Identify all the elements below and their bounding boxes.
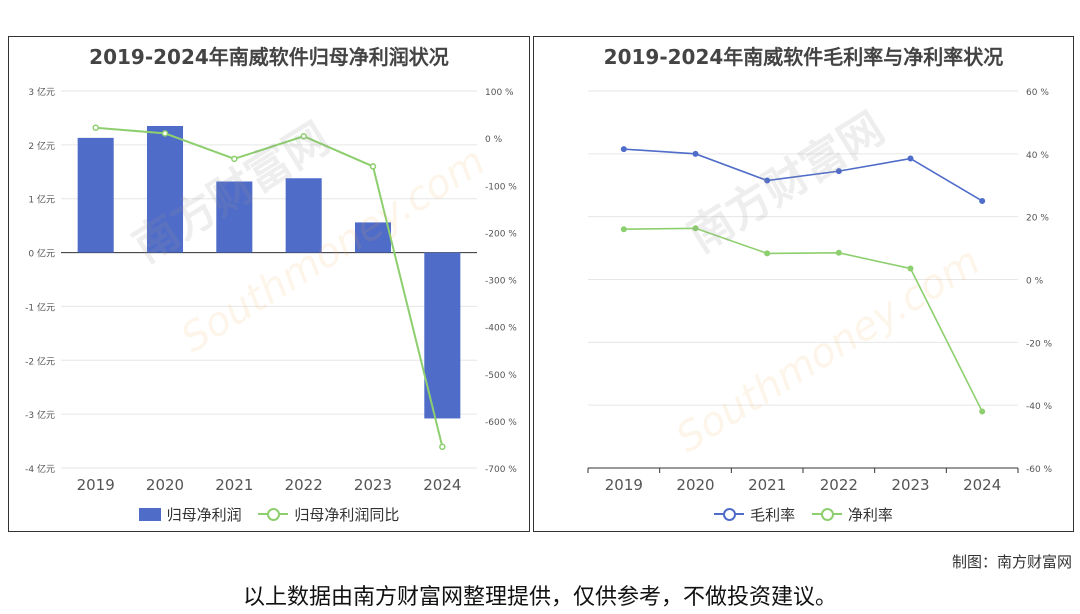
right-axis-tick-label: -700 %	[485, 465, 517, 475]
legend-item-net-profit-yoy[interactable]: 归母净利润同比	[258, 504, 399, 525]
line-net-profit-yoy	[95, 126, 444, 448]
left-axis-tick-label: -3 亿元	[25, 409, 55, 421]
left-axis-tick-label: 1 亿元	[28, 194, 55, 206]
x-axis-tick-label: 2023	[354, 476, 392, 494]
x-axis-tick-label: 2022	[285, 476, 323, 494]
right-axis-tick-label: -60 %	[1026, 465, 1053, 475]
line-net-margin	[623, 227, 983, 412]
bar-net-profit	[424, 252, 461, 419]
x-axis-tick-label: 2024	[423, 476, 461, 494]
point-net-profit-yoy	[439, 443, 446, 451]
right-axis-tick-label: 0 %	[485, 135, 503, 145]
chart-credit: 制图：南方财富网	[951, 553, 1072, 571]
legend-label: 净利率	[847, 505, 893, 524]
legend-label: 毛利率	[750, 505, 796, 524]
legend-item-net-profit[interactable]: 归母净利润	[138, 504, 242, 525]
x-axis-tick-label: 2023	[891, 476, 929, 494]
legend-label: 归母净利润	[166, 506, 242, 524]
right-axis-tick-label: 60 %	[1026, 88, 1049, 98]
point-net-margin	[835, 249, 842, 256]
right-axis-tick-label: 0 %	[1026, 277, 1044, 287]
point-net-profit-yoy	[369, 163, 377, 170]
left-axis-tick-label: 2 亿元	[28, 140, 55, 152]
x-axis-tick-label: 2020	[676, 476, 714, 494]
right-axis-tick-label: -400 %	[485, 324, 517, 334]
left-axis-tick-label: -2 亿元	[25, 355, 55, 367]
line-gross-margin	[623, 148, 983, 202]
x-axis-tick-label: 2019	[605, 476, 643, 494]
right-axis-tick-label: -600 %	[485, 418, 517, 428]
point-net-margin	[620, 226, 627, 233]
point-net-margin	[907, 265, 914, 272]
left-axis-tick-label: -4 亿元	[25, 463, 55, 475]
legend-label: 归母净利润同比	[294, 505, 400, 524]
x-axis-tick-label: 2019	[77, 476, 115, 494]
net-profit-chart-panel: 2019-2024年南威软件归母净利润状况 3 亿元 2 亿元 1 亿元 0 亿元 -1…	[8, 36, 530, 532]
right-axis-tick-label: -500 %	[485, 371, 517, 381]
chart-legend: 归母净利润 归母净利润同比	[9, 504, 529, 526]
left-axis-tick-label: -1 亿元	[25, 301, 55, 313]
x-axis-tick-label: 2022	[820, 476, 858, 494]
right-axis-tick-label: -100 %	[485, 182, 517, 192]
disclaimer-footer: 以上数据由南方财富网整理提供，仅供参考，不做投资建议。	[242, 585, 837, 610]
legend-bar-swatch	[138, 508, 161, 521]
point-net-profit-yoy	[300, 132, 307, 140]
point-net-profit-yoy	[231, 155, 238, 163]
net-profit-chart: 3 亿元 2 亿元 1 亿元 0 亿元 -1 亿元 -2 亿元 -3 亿元 -4 亿元 100 …	[25, 86, 517, 494]
point-net-profit-yoy	[92, 124, 99, 132]
chart-legend: 毛利率 净利率	[534, 504, 1073, 526]
point-net-margin	[979, 408, 986, 415]
point-gross-margin	[907, 155, 914, 162]
x-axis-tick-label: 2024	[963, 476, 1001, 494]
point-gross-margin	[979, 197, 986, 204]
margin-chart-panel: 2019-2024年南威软件毛利率与净利率状况 60 % 40 % 20 % 0 % -…	[533, 36, 1074, 532]
chart-title: 2019-2024年南威软件毛利率与净利率状况	[603, 45, 1004, 69]
legend-line-swatch	[811, 507, 842, 521]
x-axis-tick-label: 2021	[748, 476, 786, 494]
point-gross-margin	[620, 146, 627, 153]
point-gross-margin	[692, 150, 699, 157]
right-axis-tick-label: -40 %	[1026, 402, 1053, 412]
right-axis-tick-label: -20 %	[1026, 339, 1053, 349]
bar-net-profit	[77, 137, 114, 253]
right-axis-tick-label: -200 %	[485, 229, 517, 239]
legend-item-gross-margin[interactable]: 毛利率	[714, 504, 795, 525]
x-axis-tick-label: 2020	[146, 476, 184, 494]
x-axis-tick-label: 2021	[215, 476, 253, 494]
legend-line-swatch	[258, 507, 289, 521]
legend-item-net-margin[interactable]: 净利率	[811, 504, 893, 525]
bar-net-profit	[146, 126, 184, 253]
point-net-margin	[692, 225, 699, 232]
right-axis-tick-label: 20 %	[1026, 214, 1049, 224]
left-axis-tick-label: 3 亿元	[28, 86, 55, 98]
right-axis-tick-label: 100 %	[485, 88, 514, 98]
bar-net-profit	[216, 181, 253, 253]
point-net-profit-yoy	[161, 130, 169, 137]
right-axis-tick-label: -300 %	[485, 277, 517, 287]
point-gross-margin	[764, 177, 771, 184]
bar-net-profit	[354, 222, 392, 253]
legend-line-swatch	[714, 507, 745, 521]
bar-net-profit	[285, 178, 322, 253]
point-net-margin	[764, 250, 771, 257]
chart-title: 2019-2024年南威软件归母净利润状况	[89, 45, 449, 69]
left-axis-tick-label: 0 亿元	[28, 248, 55, 260]
margin-chart: 60 % 40 % 20 % 0 % -20 % -40 % -60 % 2019 2020 20…	[587, 88, 1053, 494]
point-gross-margin	[835, 168, 842, 175]
right-axis-tick-label: 40 %	[1026, 151, 1049, 161]
